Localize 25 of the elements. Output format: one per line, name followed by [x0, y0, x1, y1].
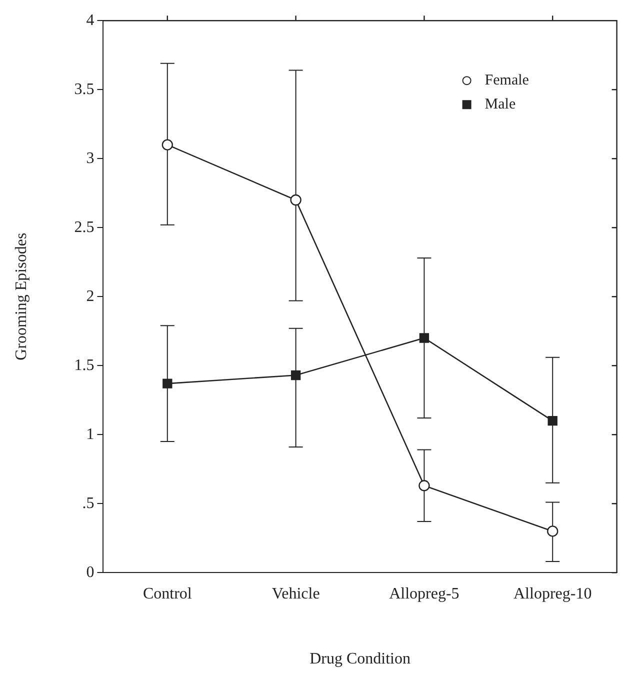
point — [419, 333, 430, 343]
x-axis-title: Drug Condition — [310, 650, 410, 668]
point — [162, 139, 173, 150]
x-tick-label: Allopreg-5 — [389, 585, 460, 602]
legend-label: Male — [484, 96, 516, 113]
y-axis-title: Grooming Episodes — [12, 232, 30, 360]
y-tick-label: 4 — [86, 12, 94, 29]
y-tick-label: 1 — [86, 426, 94, 443]
point — [418, 480, 430, 492]
y-tick-label: 3.5 — [74, 80, 94, 98]
point — [547, 526, 558, 537]
point — [162, 378, 172, 388]
x-tick-label: Control — [142, 585, 192, 602]
y-tick-label: 2 — [86, 288, 94, 305]
point — [290, 370, 301, 380]
point — [548, 416, 558, 426]
x-tick-label: Vehicle — [272, 585, 320, 602]
x-tick-label: Allopreg-10 — [514, 585, 592, 602]
y-tick-label: 2.5 — [74, 218, 94, 236]
legend-label: Female — [484, 72, 530, 89]
y-tick-label: .5 — [82, 494, 94, 512]
y-tick-label: 3 — [86, 150, 94, 167]
y-tick-label: 1.5 — [74, 356, 94, 374]
y-tick-label: 0 — [86, 564, 94, 581]
point — [290, 194, 302, 206]
